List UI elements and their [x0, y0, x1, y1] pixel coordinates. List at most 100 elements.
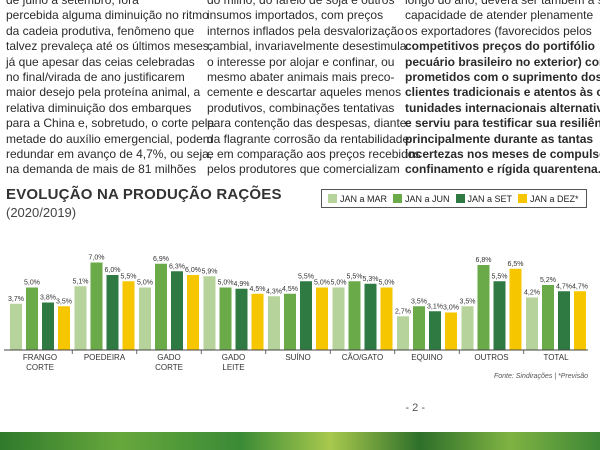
text-line: principalmente durante as tantas	[405, 131, 594, 146]
category-label: CORTE	[26, 363, 54, 372]
bar-value-label: 6,0%	[105, 267, 121, 274]
bar-value-label: 3,5%	[411, 298, 427, 305]
bar-value-label: 4,7%	[572, 283, 588, 290]
bar-value-label: 4,3%	[266, 288, 282, 295]
legend-item: JAN a SET	[455, 194, 512, 204]
category-label: SUÍNO	[285, 353, 310, 362]
text-line: cambial, invariavelmente desestimula	[207, 39, 407, 54]
bar	[558, 291, 570, 350]
bar	[235, 288, 248, 350]
bar-value-label: 5,0%	[314, 280, 330, 287]
text-column-middle: do milho, do farelo de soja e outros insu…	[207, 0, 421, 178]
text-line: mesmo abater animais mais preco-	[207, 70, 395, 85]
category-label: POEDEIRA	[84, 353, 126, 362]
bar-value-label: 6,0%	[185, 267, 201, 274]
bar	[332, 287, 345, 350]
bar-value-label: 5,0%	[379, 280, 395, 287]
bar-value-label: 5,0%	[24, 280, 40, 287]
bar	[90, 262, 103, 350]
bar-value-label: 6,3%	[169, 263, 185, 270]
text-line: longo do ano, deverá ser também a sua	[405, 0, 600, 7]
bar	[284, 293, 296, 350]
bar	[574, 291, 586, 350]
chart-title: EVOLUÇÃO NA PRODUÇÃO RAÇÕES	[6, 186, 282, 203]
category-label: GADO	[157, 353, 181, 362]
category-label: EQUINO	[411, 353, 443, 362]
bar-value-label: 6,9%	[153, 256, 169, 263]
bar-value-label: 4,7%	[556, 283, 572, 290]
text-line: insumos importados, com preços	[207, 8, 384, 23]
chart-subtitle: (2020/2019)	[6, 205, 77, 220]
bar	[219, 287, 232, 350]
chart-legend: JAN a MAR JAN a JUN JAN a SET JAN a DEZ*	[321, 189, 587, 208]
category-label: FRANGO	[23, 353, 57, 362]
text-column-right: longo do ano, deverá ser também a sua cap…	[405, 0, 600, 178]
text-line: do milho, do farelo de soja e outros	[207, 0, 395, 7]
text-line: da flagrante corrosão da rentabilidade	[207, 131, 410, 146]
legend-swatch	[455, 194, 465, 203]
bar	[26, 287, 38, 350]
bar-value-label: 5,0%	[218, 280, 234, 287]
bar-value-label: 5,5%	[298, 273, 314, 280]
bar-value-label: 5,0%	[331, 280, 347, 287]
bar	[42, 302, 54, 350]
category-label: LEITE	[222, 363, 244, 372]
bar	[155, 263, 167, 350]
text-line: internos inflados pela desvalorização	[207, 23, 404, 38]
text-line: pelos produtores que comercializam	[207, 162, 400, 177]
bar-value-label: 5,5%	[347, 273, 363, 280]
bar-value-label: 3,8%	[40, 295, 56, 302]
bar	[429, 311, 441, 350]
bar	[380, 287, 393, 350]
category-label: CORTE	[155, 363, 183, 372]
bar-value-label: 3,0%	[443, 305, 459, 312]
text-line: prometidos com o suprimento dos	[405, 70, 600, 85]
bar-value-label: 3,1%	[427, 303, 443, 310]
category-label: TOTAL	[543, 353, 569, 362]
text-line: de julho a setembro, fora	[6, 0, 139, 7]
bar-value-label: 6,8%	[476, 257, 492, 264]
bar	[413, 306, 425, 350]
text-line: tunidades internacionais alternativas,	[405, 100, 600, 115]
bar-value-label: 5,0%	[137, 280, 153, 287]
text-line: percebida alguma diminuição no ritmo	[6, 8, 209, 23]
bar-value-label: 4,2%	[524, 290, 540, 297]
legend-swatch	[518, 194, 528, 203]
bar	[187, 275, 199, 350]
bar-value-label: 6,5%	[508, 261, 524, 268]
bar	[397, 316, 409, 350]
text-line: da cadeia produtiva, fenômeno que	[6, 23, 195, 38]
bar-value-label: 2,7%	[395, 308, 411, 315]
bar-value-label: 5,3%	[363, 276, 379, 283]
bar	[300, 281, 312, 350]
text-line: no final/virada de ano justificarem	[6, 70, 185, 85]
bar	[526, 297, 538, 350]
bar-value-label: 5,2%	[540, 277, 556, 284]
text-line: relativa diminuição dos embarques	[6, 100, 192, 115]
bar	[461, 306, 474, 350]
bar	[203, 276, 216, 350]
bar	[493, 281, 506, 350]
category-label: OUTROS	[474, 353, 508, 362]
bar	[348, 281, 361, 350]
text-line: já que apesar das ceias celebradas	[6, 54, 195, 69]
category-label: CÃO/GATO	[342, 353, 384, 362]
bar-value-label: 4,5%	[250, 286, 266, 293]
bar	[58, 306, 70, 350]
bar	[139, 287, 151, 350]
legend-swatch	[393, 194, 403, 203]
bar	[445, 312, 457, 350]
text-line: redundar em avanço de 4,7%, ou seja,	[6, 147, 213, 162]
legend-swatch	[328, 194, 337, 203]
bar	[509, 268, 522, 350]
bar	[251, 293, 264, 350]
text-line: e serviu para testificar sua resiliência…	[405, 116, 600, 131]
text-line: e em comparação aos preços recebidos	[207, 147, 421, 162]
text-line: pecuário brasileiro no exterior) com-	[405, 54, 600, 69]
bar-value-label: 4,9%	[234, 281, 250, 288]
text-line: maior desejo pela proteína animal, a	[6, 85, 201, 100]
text-line: confinamento e rígida quarentena.	[405, 162, 600, 177]
bar	[316, 287, 328, 350]
bar-value-label: 7,0%	[89, 255, 105, 262]
bar-value-label: 5,5%	[121, 273, 137, 280]
